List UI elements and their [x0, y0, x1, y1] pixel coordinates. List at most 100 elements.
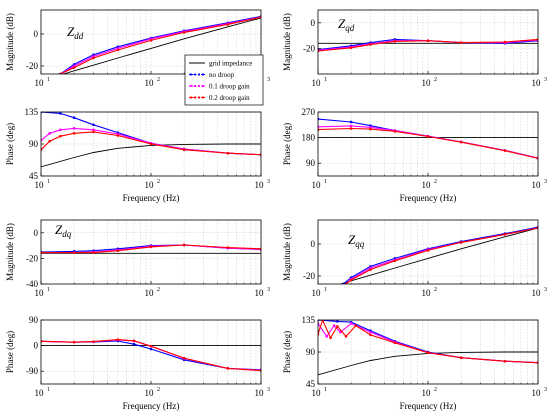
- data-point: [59, 128, 62, 132]
- legend-marker: [201, 84, 205, 88]
- legend-marker: [193, 96, 197, 99]
- panel-label: Zdd: [67, 24, 84, 41]
- data-point: [149, 344, 153, 348]
- data-point: [149, 347, 153, 351]
- x-axis-label: Frequency (Hz): [400, 401, 457, 411]
- data-point: [116, 249, 120, 253]
- x-tick-label: 10: [312, 78, 322, 88]
- y-tick-label: 180: [302, 133, 316, 143]
- x-tick-label: 10: [255, 388, 265, 398]
- y-axis-label: Phase (deg): [282, 123, 292, 165]
- data-point: [503, 359, 507, 363]
- x-tick-exponent: 3: [544, 287, 547, 293]
- data-point: [349, 46, 353, 50]
- data-point: [72, 251, 76, 254]
- data-point: [72, 116, 76, 119]
- legend-entry: grid impedance: [209, 60, 252, 68]
- series-line-0-2-droop-gain: [318, 320, 538, 364]
- y-tick-label: 45: [306, 379, 316, 389]
- x-axis-label: Frequency (Hz): [400, 193, 457, 203]
- y-tick-label: 0: [34, 228, 39, 238]
- x-tick-label: 10: [255, 288, 265, 298]
- series-line-0-2-droop-gain: [41, 131, 261, 156]
- x-tick-label: 10: [145, 180, 155, 190]
- y-axis-label: Phase (deg): [282, 331, 292, 373]
- data-point: [459, 241, 463, 244]
- x-tick-exponent: 3: [544, 179, 547, 185]
- legend-marker: [193, 73, 197, 76]
- data-point: [149, 39, 153, 42]
- x-tick-label: 10: [312, 388, 322, 398]
- data-point: [92, 251, 95, 254]
- data-point: [72, 66, 76, 69]
- data-point: [393, 130, 397, 133]
- data-point: [72, 127, 76, 130]
- series-line-0-2-droop-gain: [318, 127, 538, 159]
- x-tick-exponent: 2: [157, 287, 160, 293]
- data-point: [459, 356, 463, 359]
- legend-marker: [189, 96, 193, 99]
- data-point: [426, 39, 430, 43]
- data-point: [426, 249, 430, 252]
- data-point: [59, 112, 62, 115]
- data-point: [393, 341, 397, 345]
- x-tick-label: 10: [145, 288, 155, 298]
- series-line-0-2-droop-gain: [60, 16, 261, 74]
- data-point: [182, 356, 186, 360]
- x-tick-label: 10: [35, 180, 45, 190]
- data-point: [92, 56, 95, 60]
- data-point: [325, 335, 329, 338]
- legend-marker: [189, 73, 193, 76]
- x-tick-label: 10: [35, 78, 45, 88]
- data-point: [369, 127, 372, 131]
- y-tick-label: 90: [306, 158, 316, 168]
- data-point: [459, 41, 463, 44]
- x-tick-exponent: 2: [157, 77, 160, 83]
- x-tick-label: 10: [532, 180, 542, 190]
- data-point: [48, 132, 52, 135]
- data-point: [92, 128, 95, 132]
- series-line-no-droop: [60, 15, 261, 74]
- y-axis-label: Magnitude (dB): [5, 13, 15, 71]
- y-tick-label: 0: [311, 239, 316, 249]
- data-point: [92, 340, 95, 343]
- data-point: [459, 140, 463, 144]
- panel-label-subscript: dd: [74, 31, 84, 41]
- data-point: [116, 134, 120, 137]
- data-point: [393, 40, 397, 43]
- legend-marker: [193, 84, 197, 88]
- x-tick-label: 10: [312, 288, 322, 298]
- series-line-grid-impedance: [41, 143, 261, 168]
- data-point: [349, 124, 353, 128]
- panel-label-subscript: qq: [355, 239, 365, 249]
- y-axis-label: Magnitude (dB): [282, 223, 292, 281]
- x-tick-label: 10: [422, 78, 432, 88]
- series-line-no-droop: [318, 38, 538, 51]
- data-point: [503, 233, 507, 236]
- legend-marker: [197, 84, 201, 88]
- x-tick-exponent: 2: [434, 179, 437, 185]
- y-tick-label: 135: [25, 107, 39, 117]
- x-tick-exponent: 1: [324, 287, 327, 293]
- data-point: [393, 259, 397, 263]
- data-point: [132, 342, 136, 346]
- data-point: [116, 338, 120, 341]
- data-point: [336, 325, 339, 328]
- panel-label: Zqq: [348, 232, 365, 249]
- legend-marker: [201, 96, 205, 99]
- data-point: [226, 246, 230, 249]
- panel-label: Zqd: [338, 16, 355, 33]
- series-line-grid-impedance: [318, 351, 538, 376]
- x-tick-exponent: 2: [434, 387, 437, 393]
- x-tick-exponent: 1: [47, 287, 50, 293]
- y-tick-label: 0: [311, 18, 316, 28]
